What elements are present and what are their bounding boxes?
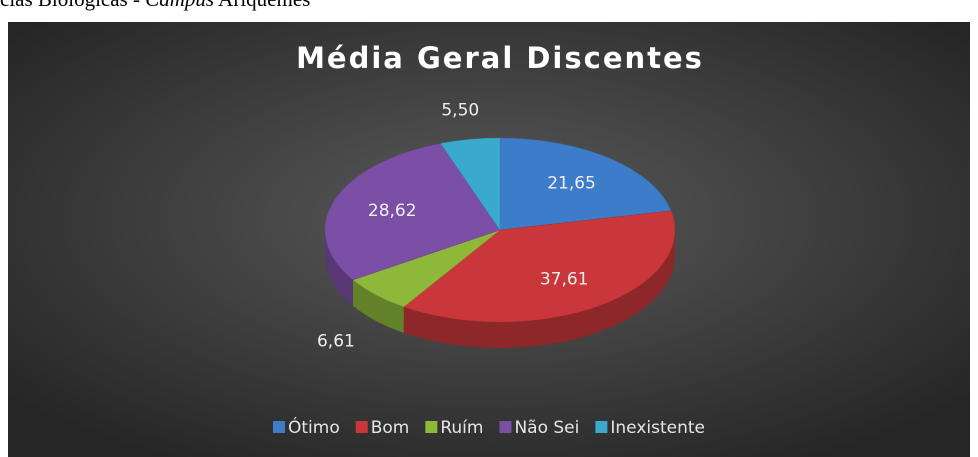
- chart-title: Média Geral Discentes: [296, 41, 704, 75]
- slice-side: [403, 230, 675, 349]
- caption-italic: Campus: [145, 0, 214, 11]
- data-label: 6,61: [317, 331, 355, 351]
- data-label: 37,61: [540, 269, 589, 289]
- slice: [499, 137, 672, 231]
- caption-text: Ariquemes: [214, 0, 310, 11]
- legend-label: Bom: [371, 418, 410, 438]
- legend-label: Não Sei: [514, 418, 579, 438]
- legend-swatch: [272, 421, 285, 433]
- legend-label: Ótimo: [288, 416, 340, 438]
- legend: Ótimo Bom Ruím Não Sei Inexistente: [272, 416, 705, 438]
- data-label: 5,50: [441, 100, 479, 120]
- data-label: 28,62: [368, 201, 417, 221]
- slice: [324, 143, 501, 281]
- legend-swatch: [595, 421, 608, 433]
- pie: 21,65 37,61 6,61 28,62 5,50: [317, 100, 676, 351]
- legend-label: Ruím: [440, 418, 483, 438]
- legend-label: Inexistente: [610, 418, 705, 438]
- caption: cias Biológicas - Campus Ariquemes: [0, 0, 310, 11]
- slice-side: [325, 230, 353, 306]
- slice: [403, 210, 676, 323]
- data-label: 21,65: [547, 174, 596, 194]
- slice-side: [352, 279, 404, 333]
- legend-swatch: [425, 421, 438, 433]
- legend-swatch: [499, 421, 512, 433]
- legend-swatch: [355, 421, 368, 433]
- slice: [440, 137, 501, 231]
- caption-text: cias Biológicas -: [0, 0, 145, 11]
